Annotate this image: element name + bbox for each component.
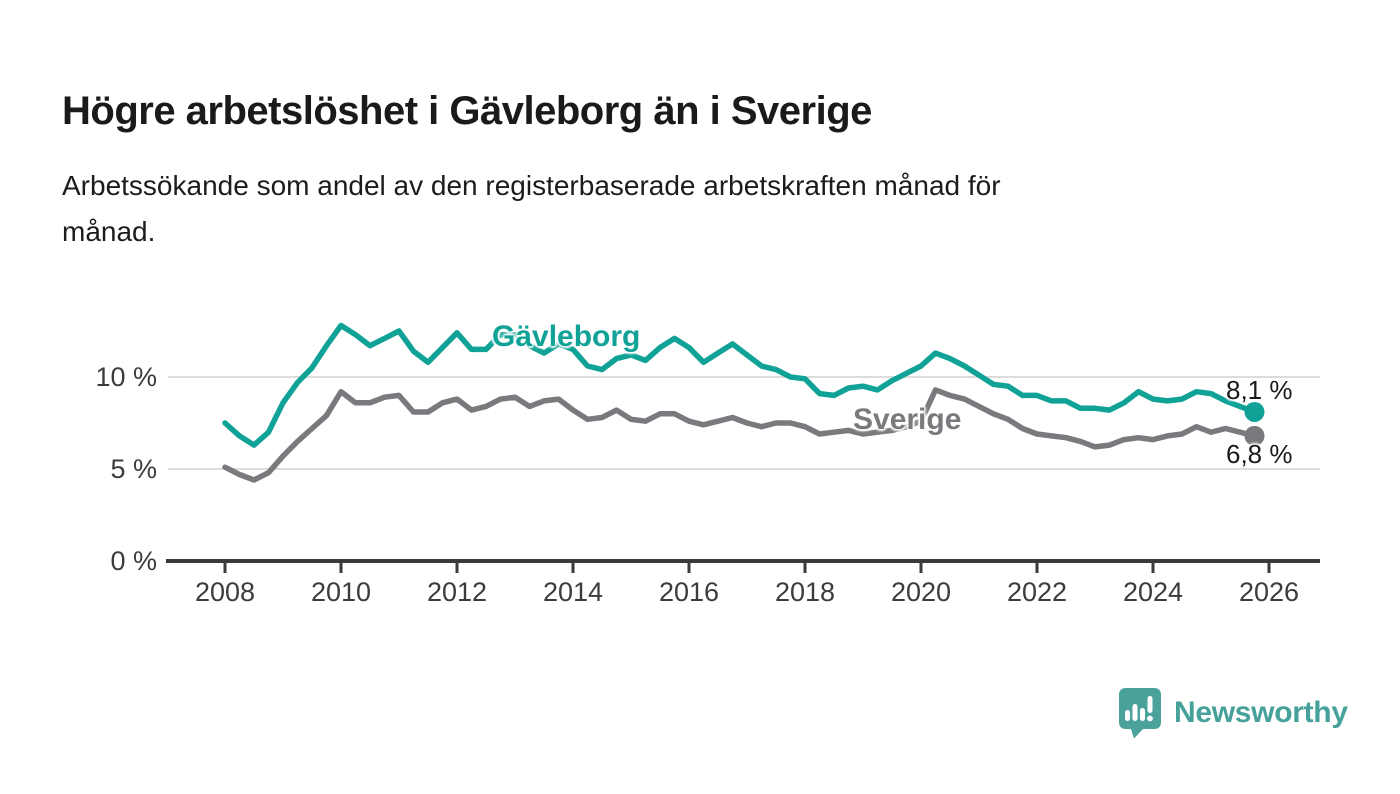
- series-end-dot-sverige: [1244, 425, 1265, 446]
- x-tick-label: 2018: [775, 577, 835, 607]
- series-line-sverige: [222, 387, 1258, 483]
- newsworthy-brand: Newsworthy: [1117, 686, 1348, 739]
- x-tick-label: 2014: [543, 577, 603, 607]
- x-tick-label: 2020: [891, 577, 951, 607]
- subtitle-line-1: Arbetssökande som andel av den registerb…: [62, 170, 1001, 201]
- brand-wordmark: Newsworthy: [1174, 695, 1348, 729]
- x-tick-label: 2024: [1123, 577, 1183, 607]
- x-tick-label: 2008: [195, 577, 255, 607]
- chart-subtitle: Arbetssökande som andel av den registerb…: [62, 163, 1001, 255]
- x-tick-label: 2012: [427, 577, 487, 607]
- series-line-gavleborg: [222, 322, 1258, 448]
- y-tick-label: 5 %: [110, 454, 157, 484]
- page-title: Högre arbetslöshet i Gävleborg än i Sver…: [62, 88, 872, 133]
- series-end-dot-gavleborg: [1244, 401, 1265, 422]
- subtitle-line-2: månad.: [62, 216, 156, 247]
- x-tick-label: 2026: [1239, 577, 1299, 607]
- speech-bubble-bar-chart-icon: [1119, 688, 1161, 739]
- series-label-sverige: Sverige: [853, 403, 962, 436]
- x-tick-label: 2022: [1007, 577, 1067, 607]
- x-tick-label: 2010: [311, 577, 371, 607]
- y-tick-label: 0 %: [110, 546, 157, 576]
- end-value-sverige: 6,8 %: [1226, 439, 1293, 469]
- x-tick-label: 2016: [659, 577, 719, 607]
- series-label-gavleborg: Gävleborg: [492, 320, 641, 353]
- y-tick-label: 10 %: [95, 362, 157, 392]
- end-value-gavleborg: 8,1 %: [1226, 375, 1293, 405]
